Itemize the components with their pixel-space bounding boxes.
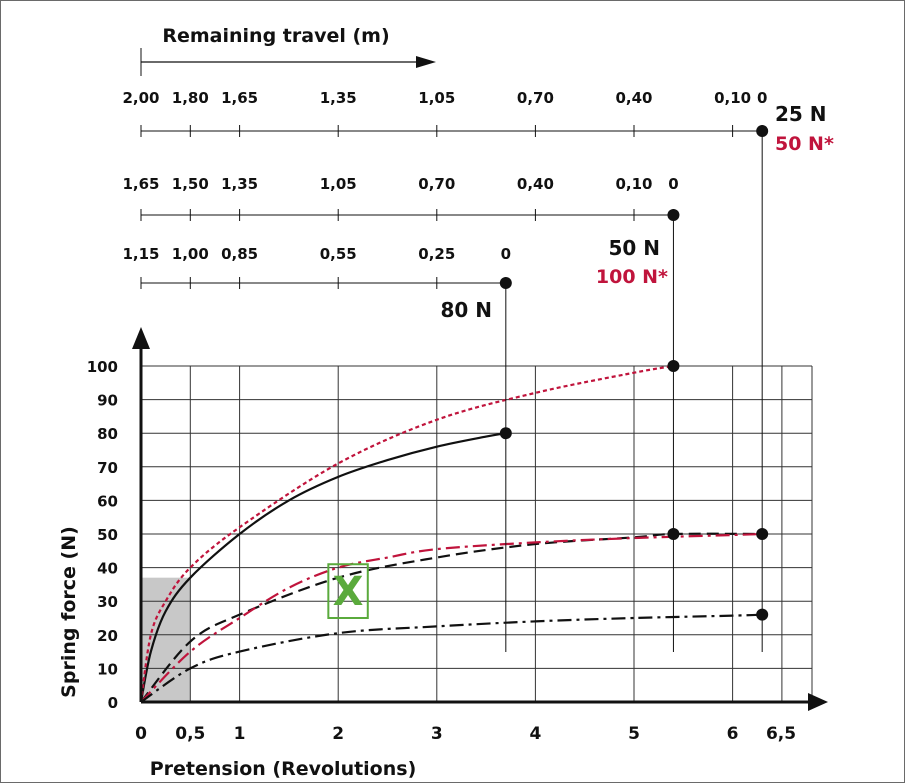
data-marker	[667, 528, 680, 540]
y-tick-label: 40	[97, 560, 118, 578]
series-line-4	[140, 532, 763, 703]
travel-scale-label: 0,10	[615, 175, 652, 193]
x-tick-label: 5	[628, 724, 640, 744]
y-tick-label: 80	[97, 425, 118, 443]
data-marker	[756, 528, 769, 540]
data-marker	[756, 608, 769, 621]
y-tick-label: 90	[97, 392, 118, 410]
force-label-50n-red: 50 N*	[775, 133, 834, 155]
y-tick-label: 60	[97, 492, 118, 510]
force-label-25n: 25 N	[775, 102, 827, 126]
travel-scale-label: 1,65	[221, 89, 258, 107]
x-tick-label: 0	[135, 724, 147, 744]
travel-scale-label: 1,50	[172, 175, 209, 193]
x-tick-label: 4	[529, 724, 541, 744]
x-tick-label: 3	[431, 724, 443, 744]
series-line-5	[140, 613, 763, 703]
x-tick-label: 6,5	[766, 724, 796, 744]
travel-scale-label: 0	[757, 89, 767, 107]
x-tick-label: 6	[727, 724, 739, 744]
travel-scale-label: 0,70	[517, 89, 554, 107]
data-marker	[667, 360, 680, 372]
travel-scale-label: 1,05	[320, 175, 357, 193]
travel-scale-label: 0,40	[615, 89, 652, 107]
highlight-box	[327, 563, 369, 619]
travel-scale-label: 0,85	[221, 245, 258, 263]
y-axis-title: Spring force (N)	[58, 526, 80, 698]
data-marker	[499, 427, 512, 440]
x-axis-arrowhead	[808, 693, 828, 711]
y-tick-label: 100	[87, 358, 118, 376]
y-tick-label: 20	[97, 627, 118, 645]
travel-scale-label: 0	[501, 245, 511, 263]
x-tick-label: 0,5	[175, 724, 205, 744]
travel-scale-label: 1,80	[172, 89, 209, 107]
x-tick-label: 2	[332, 724, 344, 744]
travel-scale-label: 2,00	[122, 89, 159, 107]
travel-scale-label: 0,10	[714, 89, 751, 107]
travel-scale-label: 1,05	[418, 89, 455, 107]
top-axis-arrowhead	[416, 56, 436, 68]
y-axis-arrowhead	[132, 327, 150, 349]
travel-scale-label: 0,25	[418, 245, 455, 263]
y-tick-label: 0	[108, 694, 118, 712]
travel-scale-label: 1,65	[122, 175, 159, 193]
travel-scale-end-dot	[499, 277, 512, 289]
series-line-1	[139, 432, 507, 703]
travel-scale-label: 1,35	[221, 175, 258, 193]
x-tick-label: 1	[234, 724, 246, 744]
highlight-label: X	[333, 569, 364, 615]
travel-scale-end-dot	[756, 125, 769, 137]
travel-scale-label: 0,70	[418, 175, 455, 193]
x-axis-title: Pretension (Revolutions)	[150, 758, 417, 780]
y-tick-label: 10	[97, 660, 118, 678]
travel-scale-label: 1,35	[320, 89, 357, 107]
force-label-80n: 80 N	[440, 298, 492, 322]
top-axis-title: Remaining travel (m)	[162, 25, 389, 47]
shaded-region	[141, 577, 191, 702]
travel-scale-label: 0,40	[517, 175, 554, 193]
y-tick-label: 70	[97, 459, 118, 477]
series-line-2	[139, 364, 674, 703]
y-tick-label: 30	[97, 593, 118, 611]
force-label-100n-red: 100 N*	[596, 266, 668, 288]
series-line-3	[140, 532, 763, 703]
travel-scale-label: 0	[668, 175, 678, 193]
travel-scale-label: 1,15	[122, 245, 159, 263]
travel-scale-label: 0,55	[320, 245, 357, 263]
y-tick-label: 50	[97, 526, 118, 544]
travel-scale-end-dot	[667, 209, 680, 221]
travel-scale-label: 1,00	[172, 245, 209, 263]
force-label-50n: 50 N	[608, 236, 660, 260]
